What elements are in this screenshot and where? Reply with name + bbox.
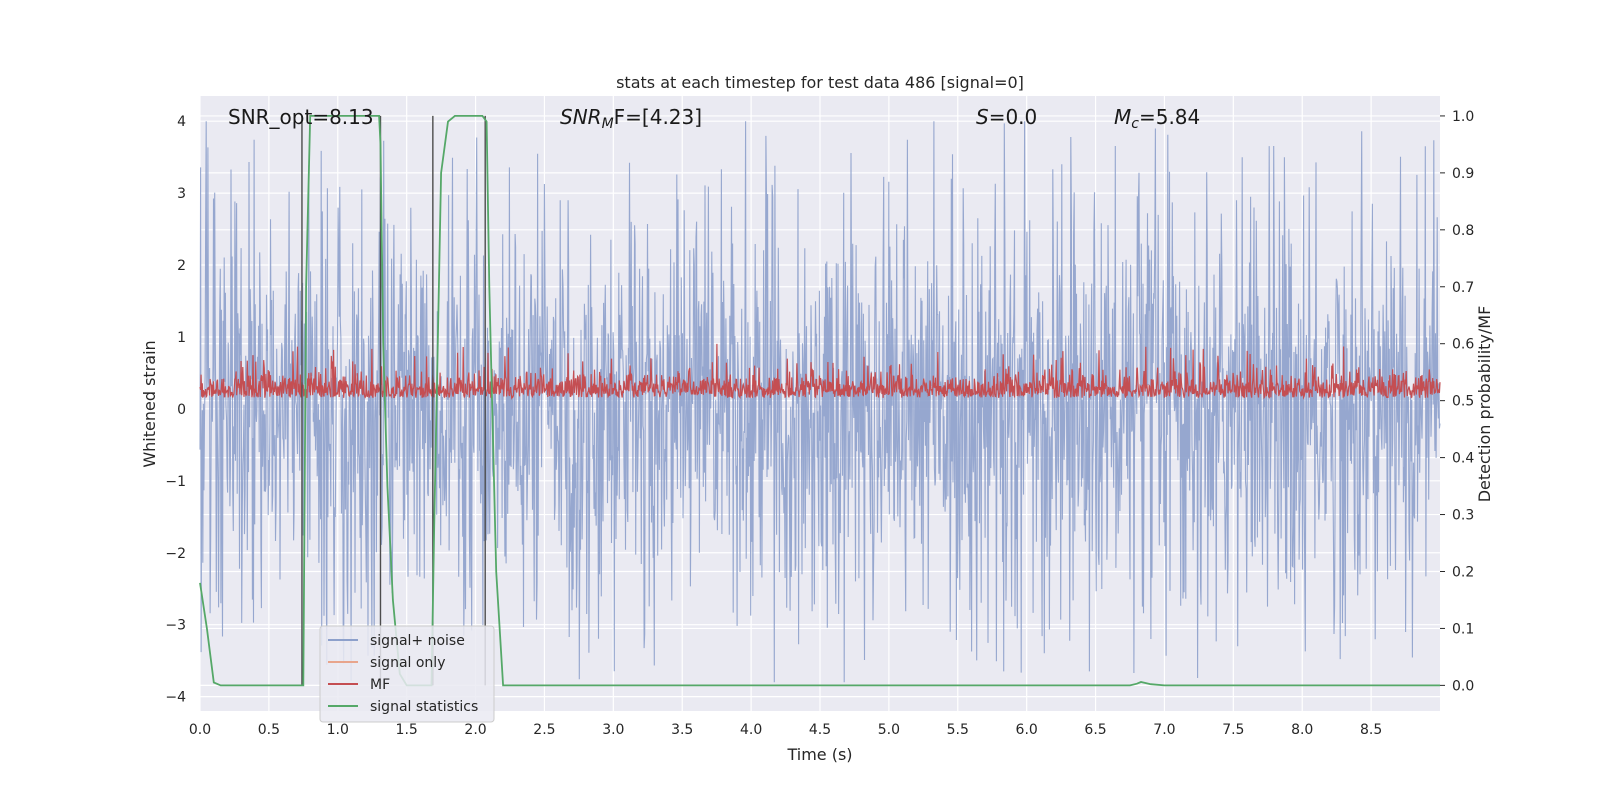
x-tick-labels: 0.0 0.5 1.0 1.5 2.0 2.5 3.0 3.5 4.0 4.5 5.0 5.5 6.0 6… (189, 722, 1382, 738)
x-tick-label: 6.0 (1016, 722, 1038, 738)
y-tick-label: 2 (177, 258, 186, 274)
y-right-tick-label: 0.8 (1452, 223, 1474, 239)
y-right-tick-label: 0.5 (1452, 394, 1474, 410)
annotation-mc-rest: =5.84 (1139, 105, 1200, 129)
annotation-snr-mf-sub: M (602, 116, 614, 132)
x-tick-label: 4.0 (740, 722, 762, 738)
y-right-axis-label: Detection probability/MF (1475, 306, 1494, 503)
annotation-mc-sub: c (1131, 116, 1139, 132)
series-mf (199, 343, 1441, 400)
annotation-snr-mf-main: SNR (560, 105, 602, 129)
x-axis-label: Time (s) (786, 745, 852, 764)
x-tick-label: 1.5 (396, 722, 418, 738)
x-tick-label: 5.5 (947, 722, 969, 738)
y-right-tick-label: 0.4 (1452, 451, 1474, 467)
signal-statistics-line (199, 115, 1440, 687)
plot-area (199, 96, 1441, 711)
legend-label-signal-statistics: signal statistics (370, 699, 478, 715)
y-right-tick-label: 0.0 (1452, 678, 1474, 694)
annotation-snr-opt: SNR_opt=8.13 (228, 105, 374, 129)
y-right-tick-label: 0.7 (1452, 280, 1474, 296)
y-tick-label: −2 (165, 546, 186, 562)
x-tick-label: 3.0 (602, 722, 624, 738)
y-tick-label: 4 (177, 114, 186, 130)
x-tick-label: 4.5 (809, 722, 831, 738)
legend-label-signal-only: signal only (370, 655, 445, 671)
chart-title: stats at each timestep for test data 486… (616, 73, 1024, 92)
x-tick-label: 1.0 (327, 722, 349, 738)
x-tick-label: 2.5 (533, 722, 555, 738)
legend-label-signal-noise: signal+ noise (370, 633, 465, 649)
annotation-mc-main: M (1114, 105, 1131, 129)
y-right-tick-label: 0.6 (1452, 337, 1474, 353)
legend: signal+ noise signal only MF signal stat… (319, 625, 495, 723)
x-tick-label: 2.0 (464, 722, 486, 738)
x-tick-label: 7.0 (1153, 722, 1175, 738)
x-tick-label: 3.5 (671, 722, 693, 738)
annotation-snr-mf-rest: F=[4.23] (614, 105, 702, 129)
y-tick-label: 1 (177, 330, 186, 346)
y-right-tick-label: 0.2 (1452, 564, 1474, 580)
series-signal-noise (199, 121, 1441, 683)
x-tick-label: 0.5 (258, 722, 280, 738)
y-axis-label: Whitened strain (140, 340, 159, 467)
annotation-snr-mf: SNRMF=[4.23] (560, 105, 702, 132)
annotation-s: S=0.0 (976, 105, 1037, 129)
x-tick-label: 5.0 (878, 722, 900, 738)
x-tick-label: 8.5 (1360, 722, 1382, 738)
legend-label-mf: MF (370, 677, 390, 693)
annotation-mc: Mc=5.84 (1114, 105, 1200, 132)
x-tick-label: 0.0 (189, 722, 211, 738)
y-tick-label: 0 (177, 402, 186, 418)
series-signal-statistics (199, 115, 1440, 687)
annotation-s-rest: =0.0 (989, 105, 1038, 129)
y-tick-label: −4 (165, 690, 186, 706)
x-tick-label: 6.5 (1084, 722, 1106, 738)
y-tick-label: −3 (165, 618, 186, 634)
x-tick-label: 7.5 (1222, 722, 1244, 738)
y-right-tick-label: 1.0 (1452, 109, 1474, 125)
noise-line (199, 121, 1441, 683)
y-tick-label: −1 (165, 474, 186, 490)
y-tick-label: 3 (177, 186, 186, 202)
y-right-tick-labels: 1.0 0.9 0.8 0.7 0.6 0.5 0.4 0.3 0.2 0.1 0.0 (1440, 109, 1474, 694)
annotation-s-main: S (976, 105, 989, 129)
y-tick-labels: 4 3 2 1 0 −1 −2 −3 −4 (165, 114, 186, 705)
y-right-tick-label: 0.9 (1452, 166, 1474, 182)
y-right-tick-label: 0.1 (1452, 621, 1474, 637)
x-tick-label: 8.0 (1291, 722, 1313, 738)
y-right-tick-label: 0.3 (1452, 508, 1474, 524)
mf-line (199, 343, 1441, 400)
legend-box (319, 625, 495, 723)
